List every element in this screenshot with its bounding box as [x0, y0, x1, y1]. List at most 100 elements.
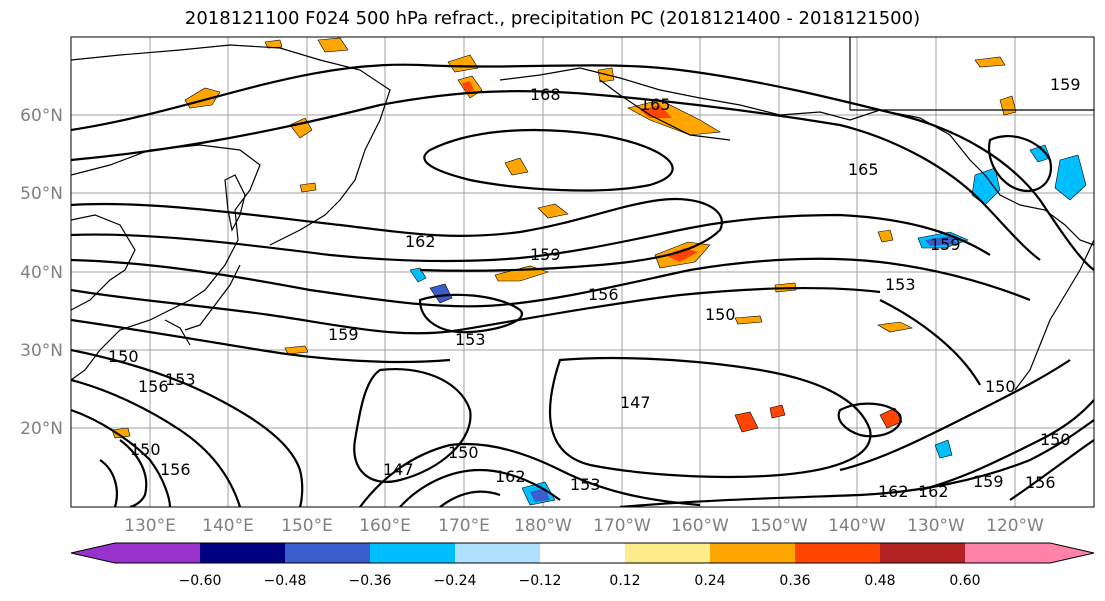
lon-label: 120°W — [986, 516, 1044, 536]
contour-label: 150 — [1040, 430, 1071, 449]
coastlines — [71, 37, 1094, 391]
precip-patch — [284, 345, 309, 355]
lon-label: 150°E — [281, 516, 333, 536]
colorbar-segment — [370, 543, 455, 563]
colorbar-label: −0.60 — [179, 573, 222, 589]
precip-patch — [877, 229, 894, 243]
colorbar-labels: −0.60 −0.48 −0.36 −0.24 −0.12 0.12 0.24 … — [179, 573, 981, 589]
contour-label: 150 — [108, 347, 139, 366]
precip-patch — [317, 37, 349, 53]
contour-label: 147 — [620, 393, 651, 412]
contour-labels: 168 165 165 162 159 156 153 150 159 153 … — [108, 75, 1081, 501]
precip-patch — [447, 54, 479, 73]
contour-label: 162 — [495, 467, 526, 486]
lon-label: 160°W — [671, 516, 729, 536]
graticule — [71, 37, 1094, 507]
colorbar-extend-min — [71, 543, 115, 563]
contour-label: 165 — [640, 95, 671, 114]
contour-label: 168 — [530, 85, 561, 104]
longitude-labels: 130°E 140°E 150°E 160°E 170°E 180°W 170°… — [124, 516, 1044, 536]
colorbar-label: −0.24 — [434, 573, 477, 589]
contour-label: 147 — [383, 460, 414, 479]
contour-label: 156 — [588, 285, 619, 304]
lat-label: 20°N — [20, 419, 63, 439]
precip-patch — [971, 167, 1001, 206]
contour-label: 150 — [448, 443, 479, 462]
precip-patch — [299, 182, 317, 193]
lat-label: 40°N — [20, 263, 63, 283]
contour-label: 150 — [705, 305, 736, 324]
precip-patch — [429, 283, 453, 304]
precip-shading — [111, 37, 1087, 506]
contour-label: 162 — [918, 482, 949, 501]
lon-label: 140°W — [828, 516, 886, 536]
colorbar-label: −0.48 — [264, 573, 307, 589]
latitude-labels: 60°N 50°N 40°N 30°N 20°N — [20, 106, 63, 439]
precip-patch — [734, 315, 763, 325]
contour-label: 150 — [985, 377, 1016, 396]
map-frame — [70, 36, 1095, 508]
colorbar-label: 0.60 — [949, 573, 980, 589]
colorbar-segment — [115, 543, 200, 563]
lat-label: 50°N — [20, 184, 63, 204]
colorbar-segment — [880, 543, 965, 563]
colorbar-segment — [200, 543, 285, 563]
colorbar-extend-max — [1050, 543, 1094, 563]
contour-label: 159 — [930, 235, 961, 254]
contour-label: 153 — [885, 275, 916, 294]
precip-patch — [769, 404, 786, 419]
contour-label: 153 — [455, 330, 486, 349]
colorbar-outline — [70, 542, 1095, 564]
colorbar-segment — [625, 543, 710, 563]
contour-label: 150 — [130, 440, 161, 459]
precip-patch — [1054, 154, 1087, 201]
precip-patch — [999, 95, 1017, 116]
lon-label: 140°E — [202, 516, 254, 536]
precip-patch — [879, 407, 903, 429]
colorbar-label: 0.36 — [779, 573, 810, 589]
contour-label: 153 — [570, 475, 601, 494]
lon-label: 130°E — [124, 516, 176, 536]
contour-label: 156 — [138, 377, 169, 396]
precip-patch — [974, 56, 1006, 68]
colorbar-label: −0.36 — [349, 573, 392, 589]
contour-label: 159 — [530, 245, 561, 264]
lon-label: 170°W — [593, 516, 651, 536]
contour-label: 156 — [1025, 473, 1056, 492]
colorbar-segment — [285, 543, 370, 563]
precip-patch — [934, 439, 953, 459]
colorbar-label: 0.48 — [864, 573, 895, 589]
contour-label: 153 — [165, 370, 196, 389]
refractivity-contours — [71, 63, 1094, 507]
precip-patch — [504, 157, 529, 176]
precip-patch — [734, 411, 759, 433]
lon-label: 170°E — [438, 516, 490, 536]
contour-label: 162 — [878, 482, 909, 501]
colorbar-label: 0.24 — [694, 573, 725, 589]
lon-label: 150°W — [750, 516, 808, 536]
precip-patch — [925, 236, 958, 246]
contour-label: 162 — [405, 232, 436, 251]
lon-label: 180°W — [514, 516, 572, 536]
precip-patch — [462, 81, 474, 93]
lat-label: 30°N — [20, 341, 63, 361]
lon-label: 160°E — [359, 516, 411, 536]
colorbar-label: −0.12 — [519, 573, 562, 589]
lon-label: 130°W — [907, 516, 965, 536]
colorbar-segment — [455, 543, 540, 563]
contour-label: 159 — [973, 472, 1004, 491]
colorbar-segment — [540, 543, 625, 563]
colorbar-segment — [965, 543, 1050, 563]
map-title: 2018121100 F024 500 hPa refract., precip… — [184, 8, 921, 29]
precip-patch — [537, 203, 569, 219]
precip-patch — [665, 248, 698, 262]
precip-patch — [530, 488, 550, 502]
precip-patch — [264, 39, 283, 49]
colorbar-segment — [710, 543, 795, 563]
precip-patch — [409, 267, 427, 283]
colorbar-segment — [795, 543, 880, 563]
precip-patch — [640, 105, 672, 118]
contour-label: 156 — [160, 460, 191, 479]
colorbar-label: 0.12 — [609, 573, 640, 589]
